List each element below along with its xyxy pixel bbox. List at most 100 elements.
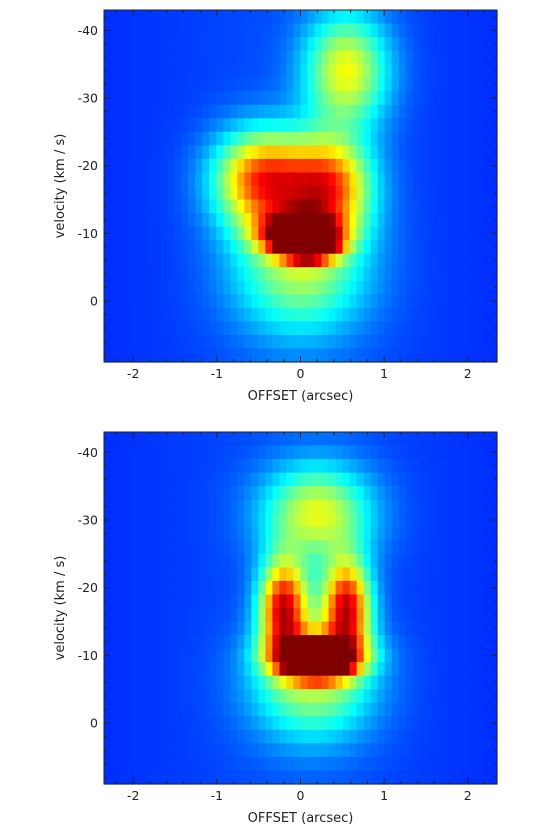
heatmap-cell bbox=[377, 513, 386, 528]
heatmap-cell bbox=[377, 186, 386, 201]
heatmap-cell bbox=[489, 145, 498, 160]
heatmap-cell bbox=[321, 321, 330, 336]
heatmap-cell bbox=[167, 553, 175, 568]
heatmap-cell bbox=[286, 486, 295, 501]
heatmap-cell bbox=[363, 635, 372, 650]
heatmap-cell bbox=[279, 432, 288, 447]
heatmap-cell bbox=[272, 729, 281, 744]
heatmap-cell bbox=[300, 253, 309, 268]
heatmap-cell bbox=[447, 307, 456, 322]
heatmap-cell bbox=[139, 37, 147, 52]
heatmap-cell bbox=[188, 321, 196, 336]
heatmap-cell bbox=[405, 608, 414, 623]
heatmap-cell bbox=[195, 348, 203, 363]
heatmap-cell bbox=[181, 567, 189, 582]
heatmap-cell bbox=[146, 526, 154, 541]
heatmap-cell bbox=[300, 662, 309, 677]
heatmap-cell bbox=[419, 716, 428, 731]
heatmap-cell bbox=[398, 10, 407, 25]
heatmap-cell bbox=[139, 104, 147, 119]
heatmap-cell bbox=[230, 23, 238, 38]
heatmap-cell bbox=[174, 459, 182, 474]
heatmap-cell bbox=[405, 675, 414, 690]
heatmap-cell bbox=[279, 37, 288, 52]
heatmap-cell bbox=[356, 186, 365, 201]
heatmap-cell bbox=[223, 553, 231, 568]
heatmap-cell bbox=[307, 186, 316, 201]
heatmap-cell bbox=[132, 486, 140, 501]
heatmap-cell bbox=[440, 10, 449, 25]
heatmap-cell bbox=[433, 445, 442, 460]
heatmap-cell bbox=[405, 91, 414, 106]
heatmap-cell bbox=[174, 334, 182, 350]
heatmap-cell bbox=[335, 186, 344, 201]
heatmap-cell bbox=[482, 689, 491, 704]
heatmap-cell bbox=[384, 743, 393, 758]
heatmap-cell bbox=[398, 145, 407, 160]
heatmap-cell bbox=[475, 145, 484, 160]
heatmap-cell bbox=[188, 267, 196, 282]
heatmap-cell bbox=[335, 267, 344, 282]
heatmap-cell bbox=[146, 118, 154, 133]
heatmap-cell bbox=[335, 459, 344, 474]
heatmap-cell bbox=[475, 608, 484, 623]
heatmap-cell bbox=[391, 526, 400, 541]
heatmap-cell bbox=[426, 23, 435, 38]
heatmap-cell bbox=[251, 526, 259, 541]
heatmap-cell bbox=[272, 77, 281, 92]
heatmap-cell bbox=[139, 445, 147, 460]
heatmap-cell bbox=[265, 77, 274, 92]
heatmap-cell bbox=[195, 770, 203, 785]
heatmap-cell bbox=[279, 226, 288, 241]
heatmap-cell bbox=[489, 199, 498, 214]
heatmap-cell bbox=[209, 621, 217, 636]
heatmap-cell bbox=[314, 743, 323, 758]
heatmap-cell bbox=[153, 240, 161, 255]
y-tick-label: 0 bbox=[90, 716, 98, 731]
heatmap-cell bbox=[335, 432, 344, 447]
heatmap-cell bbox=[195, 77, 203, 92]
heatmap-cell bbox=[440, 213, 449, 228]
heatmap-cell bbox=[468, 50, 477, 65]
heatmap-cell bbox=[223, 77, 231, 92]
heatmap-cell bbox=[349, 459, 358, 474]
heatmap-cell bbox=[209, 213, 217, 228]
heatmap-cell bbox=[202, 716, 210, 731]
heatmap-cell bbox=[167, 240, 175, 255]
heatmap-cell bbox=[188, 770, 196, 785]
heatmap-cell bbox=[153, 540, 161, 555]
heatmap-cell bbox=[377, 10, 386, 25]
heatmap-cell bbox=[118, 499, 126, 514]
heatmap-cell bbox=[265, 702, 274, 717]
heatmap-cell bbox=[391, 334, 400, 350]
heatmap-cell bbox=[181, 621, 189, 636]
heatmap-cell bbox=[321, 513, 330, 528]
heatmap-cell bbox=[153, 294, 161, 309]
heatmap-cell bbox=[209, 334, 217, 350]
heatmap-cell bbox=[328, 459, 337, 474]
heatmap-cell bbox=[216, 608, 224, 623]
heatmap-cell bbox=[188, 186, 196, 201]
heatmap-cell bbox=[174, 145, 182, 160]
heatmap-cell bbox=[188, 594, 196, 609]
heatmap-cell bbox=[440, 104, 449, 119]
heatmap-cell bbox=[209, 743, 217, 758]
heatmap-cell bbox=[202, 91, 210, 106]
heatmap-cell bbox=[328, 513, 337, 528]
heatmap-cell bbox=[335, 240, 344, 255]
heatmap-cell bbox=[230, 486, 238, 501]
heatmap-cell bbox=[447, 267, 456, 282]
heatmap-cell bbox=[195, 662, 203, 677]
heatmap-cell bbox=[321, 662, 330, 677]
heatmap-cell bbox=[398, 348, 407, 363]
heatmap-cell bbox=[440, 608, 449, 623]
heatmap-cell bbox=[426, 743, 435, 758]
heatmap-cell bbox=[321, 567, 330, 582]
heatmap-cell bbox=[104, 321, 112, 336]
heatmap-cell bbox=[405, 104, 414, 119]
heatmap-cell bbox=[482, 307, 491, 322]
heatmap-cell bbox=[328, 756, 337, 772]
heatmap-cell bbox=[293, 608, 302, 623]
heatmap-cell bbox=[139, 499, 147, 514]
heatmap-cell bbox=[251, 729, 259, 744]
